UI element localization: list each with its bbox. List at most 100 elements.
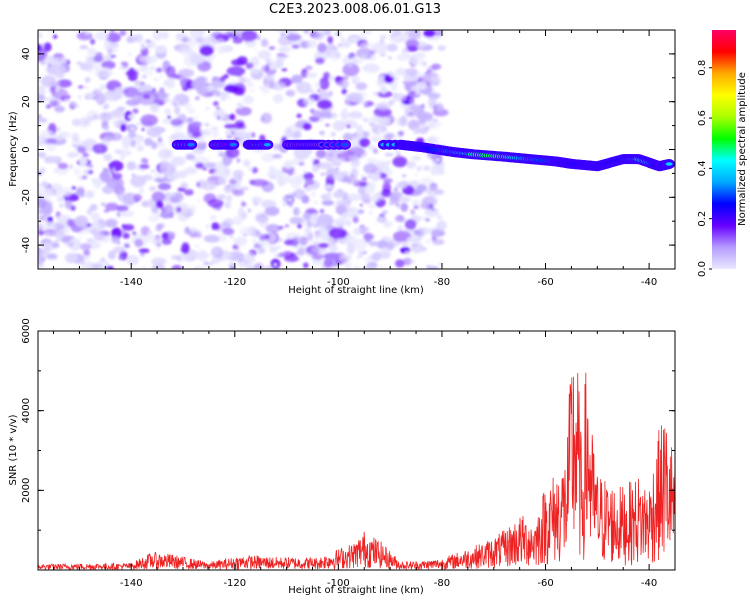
- noise-blob: [404, 219, 417, 230]
- noise-blob: [79, 45, 88, 50]
- noise-blob: [222, 228, 235, 236]
- noise-blob: [191, 78, 204, 91]
- noise-blob: [203, 261, 210, 266]
- noise-blob: [356, 256, 361, 260]
- noise-blob: [79, 155, 88, 167]
- noise-blob: [407, 236, 422, 243]
- noise-blob: [79, 119, 91, 128]
- noise-blob: [357, 186, 366, 195]
- noise-blob: [38, 117, 48, 123]
- noise-blob: [43, 156, 55, 164]
- spectrogram-ytick-label: -40: [21, 237, 32, 253]
- noise-blob: [192, 116, 199, 119]
- noise-blob: [122, 61, 129, 68]
- noise-blob: [333, 191, 344, 199]
- noise-blob: [317, 99, 332, 110]
- noise-blob: [50, 224, 57, 229]
- colorbar-tick-label: 0.4: [697, 160, 708, 176]
- noise-blob: [369, 123, 375, 126]
- noise-blob: [356, 126, 365, 139]
- noise-blob: [152, 30, 163, 41]
- colorbar-label: Normalized spectral amplitude: [737, 72, 748, 226]
- noise-blob: [38, 182, 42, 188]
- noise-blob: [363, 233, 375, 241]
- signal-core: [263, 142, 271, 147]
- noise-blob: [358, 209, 364, 214]
- noise-blob: [242, 159, 251, 167]
- noise-blob: [415, 81, 427, 90]
- noise-blob: [185, 120, 193, 124]
- noise-blob: [180, 182, 189, 189]
- noise-blob: [339, 212, 353, 220]
- noise-blob: [103, 209, 110, 213]
- noise-blob: [38, 222, 43, 227]
- noise-blob: [183, 102, 192, 110]
- noise-blob: [213, 101, 219, 107]
- noise-blob: [227, 96, 232, 100]
- noise-blob: [76, 187, 85, 196]
- noise-blob: [247, 208, 251, 213]
- noise-blob: [127, 67, 136, 79]
- noise-blob: [347, 92, 363, 103]
- noise-blob: [103, 153, 113, 162]
- noise-blob: [323, 257, 333, 268]
- noise-blob: [317, 89, 321, 92]
- noise-blob: [53, 35, 57, 39]
- noise-blob: [376, 101, 392, 111]
- noise-blob: [207, 34, 212, 40]
- noise-blob: [218, 49, 224, 55]
- noise-blob: [163, 151, 171, 157]
- noise-blob: [90, 212, 101, 221]
- noise-blob: [217, 234, 227, 243]
- noise-blob: [282, 200, 287, 208]
- noise-blob: [153, 77, 159, 82]
- noise-blob: [384, 152, 394, 157]
- noise-blob: [325, 123, 330, 127]
- noise-blob: [432, 160, 445, 170]
- colorbar-gradient: [712, 30, 736, 269]
- noise-blob: [413, 126, 419, 135]
- noise-blob: [410, 209, 416, 215]
- noise-blob: [409, 97, 414, 105]
- noise-blob: [403, 30, 413, 34]
- noise-blob: [260, 199, 277, 209]
- noise-blob: [178, 68, 195, 78]
- noise-blob: [404, 250, 411, 255]
- noise-blob: [216, 194, 226, 200]
- noise-blob: [381, 210, 388, 214]
- noise-blob: [77, 147, 87, 154]
- noise-blob: [161, 238, 172, 245]
- noise-blob: [414, 173, 418, 176]
- noise-blob: [150, 169, 156, 173]
- noise-blob: [402, 80, 407, 85]
- noise-blob: [38, 43, 42, 52]
- noise-blob: [69, 101, 77, 106]
- noise-blob: [412, 199, 421, 207]
- noise-blob: [162, 96, 170, 103]
- noise-blob: [386, 160, 391, 164]
- snr-series-line: [38, 372, 675, 570]
- noise-blob: [409, 90, 416, 95]
- noise-blob: [420, 177, 435, 186]
- noise-blob: [439, 45, 444, 49]
- noise-blob: [90, 38, 96, 45]
- signal-core: [341, 142, 349, 147]
- noise-blob: [122, 192, 138, 206]
- noise-blob: [232, 36, 244, 44]
- noise-blob: [122, 140, 130, 146]
- noise-blob: [130, 175, 146, 188]
- noise-blob: [330, 132, 336, 137]
- noise-blob: [128, 52, 132, 56]
- noise-blob: [288, 197, 293, 202]
- noise-blob: [102, 168, 110, 172]
- noise-blob: [220, 92, 227, 102]
- snr-xtick-label: -140: [120, 578, 143, 589]
- noise-blob: [422, 61, 427, 67]
- noise-blob: [377, 127, 383, 134]
- noise-blob: [247, 167, 253, 171]
- noise-blob: [328, 90, 333, 97]
- noise-blob: [210, 262, 213, 266]
- noise-blob: [354, 238, 367, 252]
- noise-blob: [346, 242, 355, 255]
- noise-blob: [283, 54, 289, 58]
